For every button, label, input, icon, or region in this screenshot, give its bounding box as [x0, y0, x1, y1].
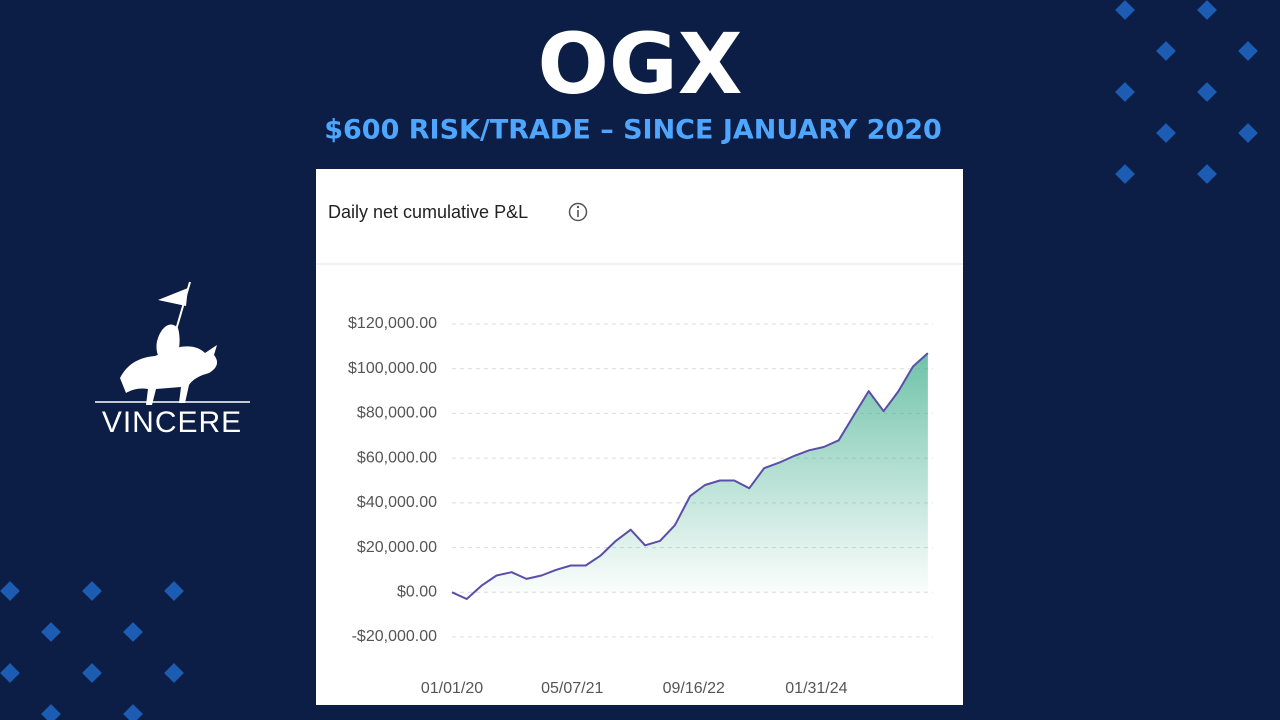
logo-flag — [158, 288, 188, 306]
diamond — [164, 581, 184, 601]
chart-title: Daily net cumulative P&L — [328, 202, 528, 222]
diamond — [123, 704, 143, 720]
x-tick-label: 05/07/21 — [541, 680, 603, 697]
logo-text: VINCERE — [102, 406, 242, 439]
page-subtitle: $600 RISK/TRADE – SINCE JANUARY 2020 — [324, 115, 942, 146]
logo-bull — [120, 345, 218, 405]
y-tick-label: $60,000.00 — [357, 449, 437, 466]
x-tick-label: 01/01/20 — [421, 680, 483, 697]
diamond — [41, 704, 61, 720]
diamond — [1197, 0, 1217, 20]
x-tick-label: 09/16/22 — [663, 680, 725, 697]
diamond — [82, 663, 102, 683]
logo-rider — [156, 324, 180, 360]
diamond — [0, 581, 20, 601]
diamond — [1238, 123, 1258, 143]
y-tick-label: -$20,000.00 — [352, 628, 438, 645]
diamond — [1115, 82, 1135, 102]
y-tick-label: $80,000.00 — [357, 405, 437, 422]
diamond — [164, 663, 184, 683]
diamond — [1197, 82, 1217, 102]
diamond — [1115, 164, 1135, 184]
diamond — [123, 622, 143, 642]
line — [451, 352, 929, 600]
page-title: OGX — [537, 15, 742, 113]
diamond — [1156, 123, 1176, 143]
info-icon[interactable] — [568, 202, 588, 222]
diamond — [1197, 164, 1217, 184]
logo: VINCERE — [95, 281, 250, 439]
y-tick-label: $20,000.00 — [357, 539, 437, 556]
diamond — [1156, 41, 1176, 61]
y-tick-label: $120,000.00 — [348, 315, 437, 332]
logo-spear — [175, 281, 191, 331]
plot: -$20,000.00 $0.00 $20,000.00 $40,000.00 $60,… — [348, 315, 933, 697]
diamond — [41, 622, 61, 642]
diamond — [1115, 0, 1135, 20]
diamond — [1238, 41, 1258, 61]
diamond — [82, 581, 102, 601]
y-tick-label: $100,000.00 — [348, 360, 437, 377]
y-tick-label: $0.00 — [397, 584, 437, 601]
x-tick-label: 01/31/24 — [785, 680, 847, 697]
area-fill — [452, 353, 928, 599]
y-tick-label: $40,000.00 — [357, 494, 437, 511]
diamond — [0, 663, 20, 683]
